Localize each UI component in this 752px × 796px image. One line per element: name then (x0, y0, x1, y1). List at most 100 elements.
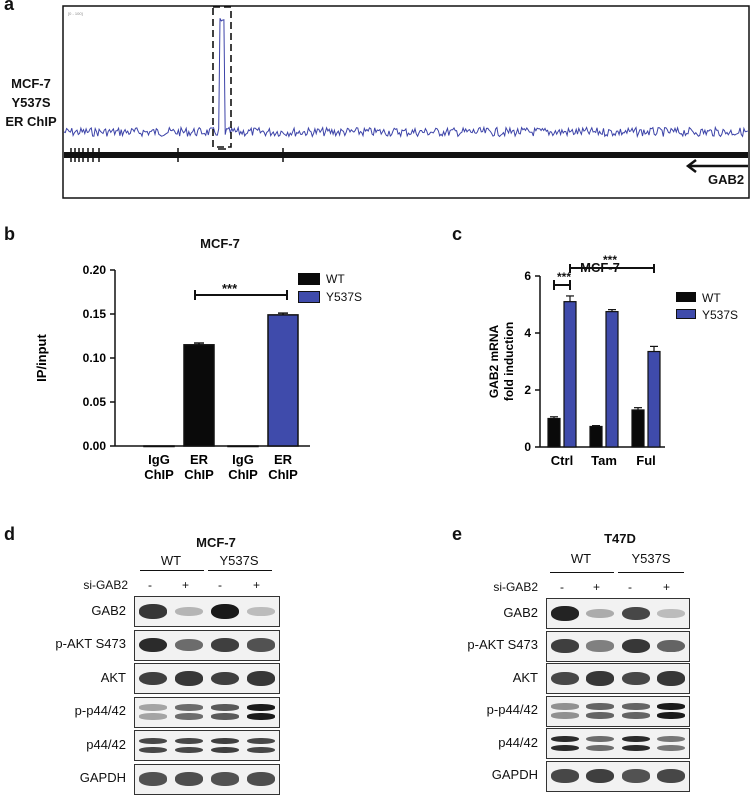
c-bar (589, 425, 603, 448)
panel-e-si-label: si-GAB2 (493, 580, 538, 594)
blot-band (586, 744, 615, 752)
c-ylabel: fold induction (502, 322, 516, 401)
blot-band (586, 735, 615, 743)
panel-c-legend-swatch-y537s (676, 309, 696, 319)
blot-band (138, 637, 168, 653)
b-ytick-label: 0.00 (83, 439, 107, 453)
track-corner-text: [0 - 100] (68, 11, 83, 16)
blot-band (586, 608, 615, 619)
c-xtick-label: Ful (636, 453, 656, 468)
c-ytick-label: 0 (524, 440, 531, 454)
b-ytick-label: 0.05 (83, 395, 107, 409)
blot-band (174, 737, 204, 745)
blot-band (621, 638, 650, 654)
c-bar (631, 409, 645, 448)
b-xtick-label: ChIP (144, 467, 174, 482)
panel-b-title: MCF-7 (200, 236, 240, 251)
blot-band (550, 744, 579, 752)
panel-d-si-4: + (253, 578, 261, 592)
blot-band (210, 772, 240, 786)
blot-band (246, 772, 276, 786)
blot-band (210, 671, 240, 686)
b-bar (143, 445, 175, 448)
chip-seq-track: [0 - 100] (62, 5, 750, 199)
b-ytick-label: 0.15 (83, 307, 107, 321)
b-ylabel: IP/input (34, 334, 49, 382)
blot-strip (134, 763, 280, 795)
chip-signal-trace (63, 18, 749, 139)
blot-row-label: p-p44/42 (486, 702, 538, 717)
panel-e-letter: e (452, 524, 463, 544)
blot-band (657, 712, 686, 719)
blot-band (174, 671, 204, 686)
blot-band (586, 712, 615, 719)
blot-band (246, 713, 276, 720)
panel-c-significance-left: *** (557, 270, 572, 284)
b-xtick-label: ER (274, 452, 293, 467)
c-xtick-label: Ctrl (551, 453, 573, 468)
c-xtick-label: Tam (591, 453, 617, 468)
panel-b-legend-swatch-y537s (298, 291, 320, 303)
blot-band (210, 638, 240, 652)
blot-band (550, 703, 579, 710)
blot-band (621, 769, 650, 783)
panel-a-side-label: MCF-7 Y537S ER ChIP (0, 74, 62, 131)
blot-band (657, 735, 686, 743)
blot-strip (546, 598, 690, 629)
side-label-line-1: MCF-7 (11, 76, 51, 91)
blot-band (246, 671, 276, 686)
panel-d-group-y537s: Y537S (219, 553, 259, 568)
blot-band (138, 713, 168, 720)
blot-row-label: GAPDH (79, 770, 126, 785)
panel-e-group-y537s: Y537S (631, 551, 671, 566)
blot-row-label: AKT (100, 669, 126, 685)
blot-band (138, 772, 168, 786)
blot-band (657, 744, 686, 752)
blot-band (550, 712, 579, 719)
panel-d-letter: d (4, 524, 15, 544)
blot-row-label: p44/42 (498, 734, 538, 750)
c-bar (547, 417, 561, 448)
panel-e-si-4: + (663, 580, 671, 594)
panel-c-legend-wt: WT (702, 291, 721, 305)
blot-row-label: p-AKT S473 (55, 636, 126, 651)
gene-exons (70, 148, 284, 162)
blot-row-label: GAPDH (491, 767, 538, 782)
blot-band (550, 605, 579, 621)
panel-d-si-label: si-GAB2 (83, 578, 128, 592)
blot-band (586, 769, 615, 783)
panel-e-si-2: + (593, 580, 601, 594)
chart-c: 0 2 4 6 GAB2 mRNA fold induction Ctrl Tam Ful (487, 264, 665, 468)
side-label-line-3: ER ChIP (5, 114, 57, 129)
panel-b-legend-swatch-wt (298, 273, 320, 285)
blot-band (621, 712, 650, 719)
panel-b-legend-wt: WT (326, 272, 345, 286)
blot-band (586, 640, 615, 652)
blot-row-label: p-AKT S473 (467, 637, 538, 652)
b-xtick-label: ChIP (228, 467, 258, 482)
blot-band (210, 713, 240, 720)
blot-strip (546, 728, 690, 759)
blot-band (621, 606, 650, 621)
c-bar (647, 350, 661, 448)
b-ytick-label: 0.20 (83, 263, 107, 277)
panel-c-letter: c (452, 224, 463, 244)
gene-body (64, 152, 748, 158)
blot-band (550, 639, 579, 653)
panel-d-si-1: - (148, 578, 152, 592)
b-bar (183, 344, 215, 447)
blot-band (138, 604, 168, 619)
side-label-line-2: Y537S (11, 95, 51, 110)
gene-name-label: GAB2 (708, 172, 745, 187)
blot-band (174, 638, 204, 652)
blot-row-label: GAB2 (91, 602, 126, 618)
blot-band (657, 769, 686, 783)
blot-strip (134, 663, 280, 694)
blot-band (550, 735, 579, 743)
blot-band (657, 639, 686, 653)
blot-band (657, 609, 686, 618)
blot-row-label: p44/42 (86, 736, 126, 752)
blot-band (246, 638, 276, 652)
blot-band (138, 671, 168, 686)
b-bar (227, 445, 259, 448)
